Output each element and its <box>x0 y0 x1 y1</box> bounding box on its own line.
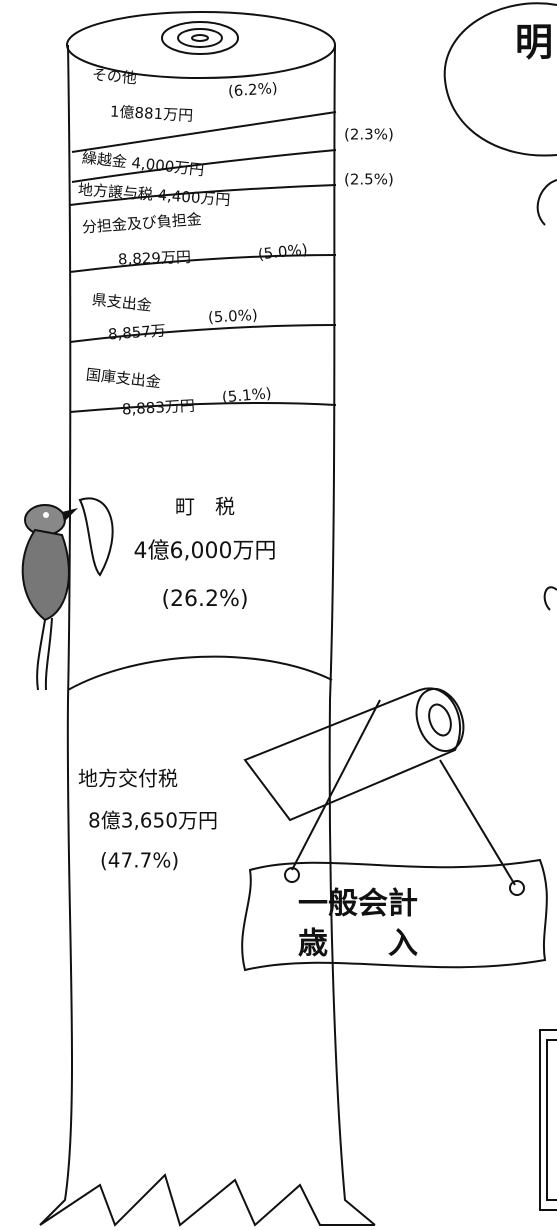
segment-amount: 4億6,000万円 <box>134 539 277 564</box>
corner-bubble: 明 <box>445 3 557 1210</box>
woodpecker <box>23 498 113 690</box>
sign: 一般会計 歳 入 <box>242 682 547 970</box>
segment-label: 地方交付税 <box>78 767 178 791</box>
page: {"trunk": {"segments": [ {"label": "その他"… <box>0 0 557 1230</box>
segment-label: 地方譲与税 4,400万円 <box>77 181 231 210</box>
segment-amount: 8億3,650万円 <box>88 809 218 833</box>
illustration: 明 その他 1億881万円 (6.2%) 繰越金 4,000万円 (2.3%) … <box>0 0 557 1230</box>
sign-line2: 歳 入 <box>298 927 418 962</box>
corner-box-inner <box>547 1040 557 1200</box>
segment-amount: 8,857万 <box>107 321 166 343</box>
segment-percent: (6.2%) <box>227 79 278 100</box>
segment-percent: (47.7%) <box>100 849 179 873</box>
segment-percent: (26.2%) <box>161 587 248 612</box>
corner-box <box>540 1030 557 1210</box>
segment-label: 分担金及び負担金 <box>81 210 202 236</box>
segment-label: その他 <box>91 66 137 88</box>
segment-amount: 8,883万円 <box>122 397 196 419</box>
segment-label: 国庫支出金 <box>85 366 161 392</box>
segment-percent: (5.0%) <box>257 240 308 263</box>
segment-percent: (2.3%) <box>344 126 394 144</box>
corner-title: 明 <box>515 21 553 65</box>
segment-label: 町 税 <box>175 495 235 519</box>
segment-percent: (5.0%) <box>208 306 259 327</box>
segment-label: 繰越金 4,000万円 <box>81 149 205 180</box>
segment-percent: (2.5%) <box>344 171 394 189</box>
segment-amount: 8,829万円 <box>118 248 192 269</box>
sign-line1: 一般会計 <box>298 887 418 922</box>
segment-label: 県支出金 <box>91 291 153 315</box>
segment-amount: 1億881万円 <box>110 103 194 125</box>
